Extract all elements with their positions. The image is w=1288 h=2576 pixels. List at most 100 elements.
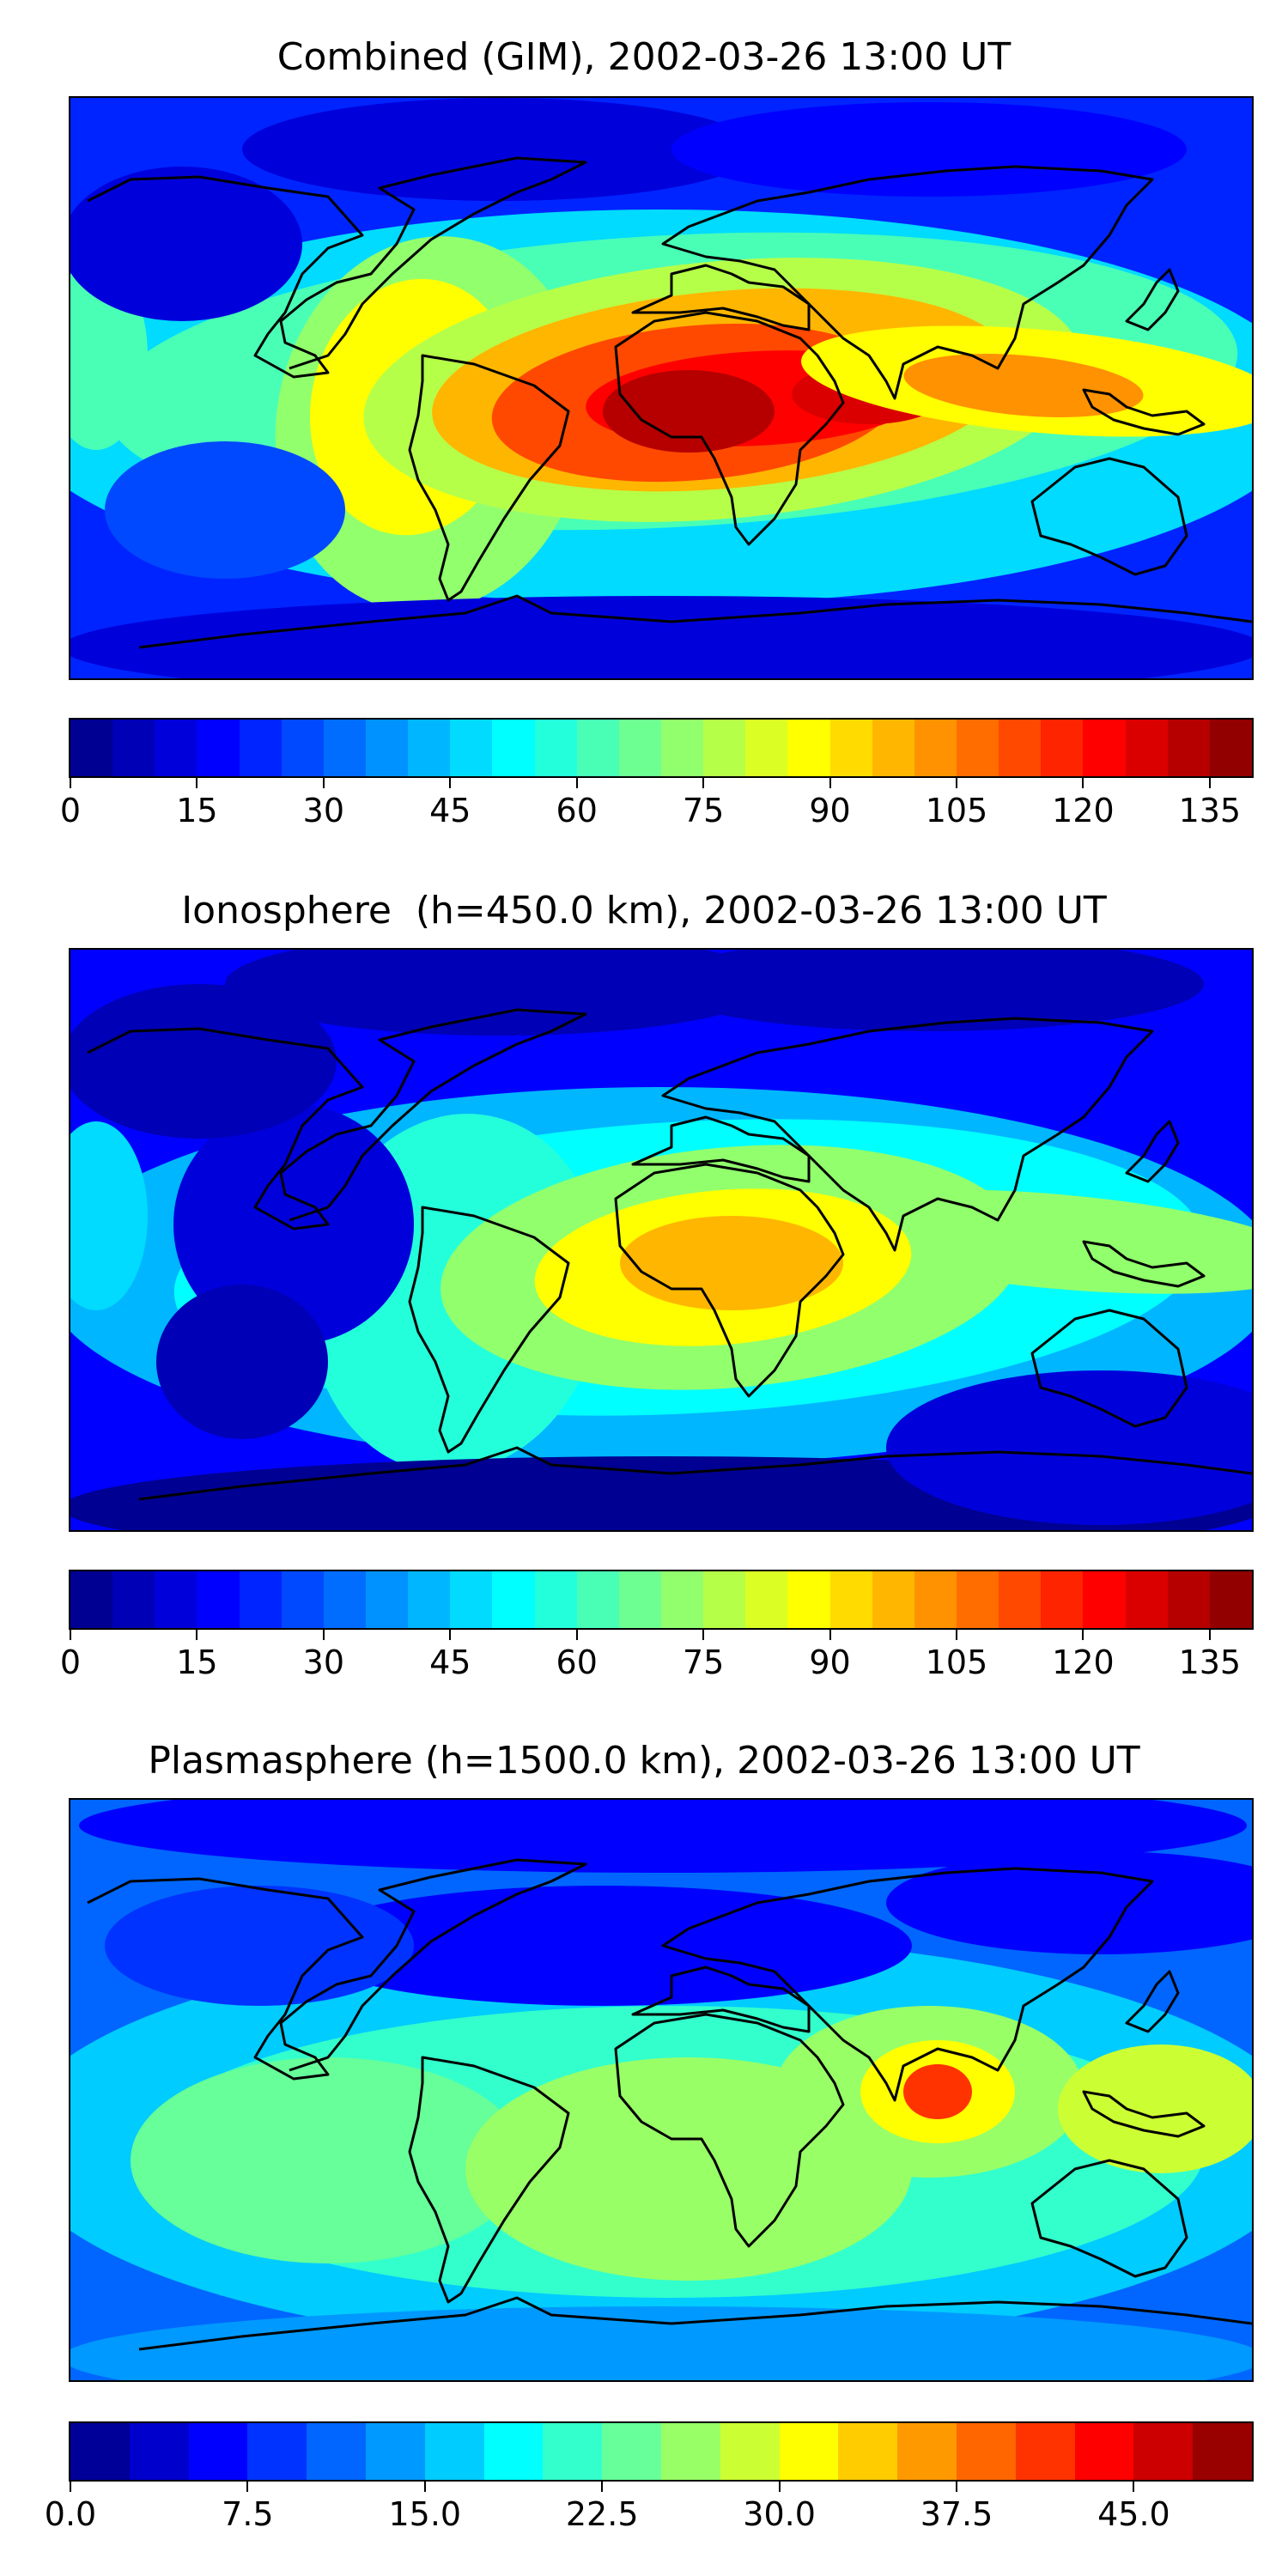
colorbar-segment	[424, 2423, 484, 2480]
colorbar-segment	[281, 720, 324, 776]
coastline	[631, 1115, 811, 1183]
coastline	[614, 1163, 845, 1398]
colorbar-segment	[999, 720, 1042, 776]
coastline	[631, 1965, 811, 2033]
coastline	[408, 2056, 570, 2304]
tick-mark	[246, 2482, 249, 2492]
colorbar-ticks: 0 15 30 45 60 75 90 105 120 135	[60, 1630, 1254, 1681]
field-contour	[886, 1370, 1252, 1525]
colorbar-segment	[197, 1571, 240, 1628]
panel-title: Ionosphere (h=450.0 km), 2002-03-26 13:0…	[181, 889, 1107, 933]
colorbar-segment	[239, 1571, 282, 1628]
field-contour	[242, 98, 757, 201]
tick-label: 15	[176, 792, 218, 829]
tick-mark	[778, 2482, 781, 2492]
colorbar-segment	[450, 720, 493, 776]
colorbar-segment	[543, 2423, 603, 2480]
colorbar-segment	[956, 1571, 999, 1628]
tick-label: 15.0	[388, 2495, 462, 2533]
tick-mark	[956, 1630, 957, 1640]
tick-label: 90	[809, 792, 851, 829]
tick-label: 135	[1178, 1643, 1242, 1681]
tick-label: 105	[925, 1643, 988, 1681]
field-contour	[156, 1285, 328, 1439]
coastline	[1125, 268, 1180, 331]
tick-label: 45	[429, 792, 471, 829]
colorbar-segment	[838, 2423, 898, 2480]
colorbar-ticks: 0.0 7.5 15.0 22.5 30.0 37.5 45.0	[45, 2482, 1254, 2533]
field-contour	[70, 984, 337, 1139]
tick-mark	[1082, 1630, 1084, 1640]
map-field	[70, 98, 1252, 678]
colorbar-segment	[408, 1571, 451, 1628]
colorbar-segment	[323, 1571, 366, 1628]
tick-label: 0	[59, 792, 82, 829]
colorbar-segment	[1167, 1571, 1210, 1628]
tick-label: 75	[682, 792, 725, 829]
colorbar-segment	[1074, 2423, 1134, 2480]
tick-label: 0.0	[44, 2495, 97, 2533]
colorbar-segment	[129, 2423, 189, 2480]
field-contour	[79, 1800, 1247, 1873]
colorbar-segment	[914, 1571, 957, 1628]
colorbar-segment	[660, 720, 704, 776]
colorbar-segment	[323, 720, 366, 776]
colorbar-segment	[365, 2423, 425, 2480]
colorbar-segment	[534, 720, 577, 776]
colorbar-segment	[492, 1571, 535, 1628]
tick-mark	[956, 2482, 957, 2492]
coastline	[1030, 1309, 1188, 1428]
colorbar-segment	[492, 720, 535, 776]
field-contour	[70, 167, 302, 321]
colorbar-segment	[155, 1571, 197, 1628]
tick-mark	[601, 2482, 604, 2492]
colorbar	[69, 718, 1254, 778]
colorbar-segment	[720, 2423, 780, 2480]
coastline	[614, 2013, 845, 2248]
coastline	[661, 1867, 1154, 2102]
tick-label: 60	[556, 1643, 598, 1681]
colorbar-segment	[956, 2423, 1016, 2480]
tick-mark	[1082, 778, 1084, 788]
colorbar-segment	[1125, 1571, 1168, 1628]
colorbar-segment	[872, 720, 914, 776]
tick-mark	[322, 778, 325, 788]
colorbar-segment	[1125, 720, 1168, 776]
colorbar-segment	[483, 2423, 544, 2480]
colorbar-segment	[914, 720, 957, 776]
tick-mark	[1208, 778, 1211, 788]
tick-mark	[1133, 2482, 1135, 2492]
colorbar-segment	[745, 1571, 788, 1628]
colorbar-segment	[660, 2423, 720, 2480]
field-contour	[1058, 2044, 1252, 2173]
colorbar-segment	[534, 1571, 577, 1628]
colorbar-segment	[897, 2423, 957, 2480]
tick-mark	[829, 778, 831, 788]
field-contour	[603, 370, 775, 453]
colorbar-segment	[1209, 1571, 1252, 1628]
field-contour	[131, 2057, 526, 2263]
coastline	[1125, 1970, 1180, 2033]
colorbar-segment	[365, 1571, 409, 1628]
colorbar-segment	[1083, 720, 1126, 776]
colorbar-segment	[660, 1571, 704, 1628]
coastline	[408, 1206, 570, 1454]
field-contour	[654, 950, 1204, 1031]
coastline	[1082, 388, 1206, 436]
tick-mark	[956, 778, 957, 788]
colorbar-segment	[155, 720, 197, 776]
colorbar-segment	[70, 2423, 130, 2480]
colorbar-segment	[450, 1571, 493, 1628]
tec-map	[69, 96, 1254, 680]
tick-mark	[70, 2482, 71, 2492]
tick-mark	[449, 778, 452, 788]
tick-label: 45	[429, 1643, 471, 1681]
colorbar	[69, 1570, 1254, 1630]
tick-mark	[322, 1630, 325, 1640]
colorbar-segment	[197, 720, 240, 776]
coastline	[138, 1446, 1252, 1501]
tick-label: 45.0	[1097, 2495, 1170, 2533]
tick-mark	[702, 1630, 705, 1640]
tec-map	[69, 1798, 1254, 2382]
coastline	[1030, 2159, 1188, 2278]
